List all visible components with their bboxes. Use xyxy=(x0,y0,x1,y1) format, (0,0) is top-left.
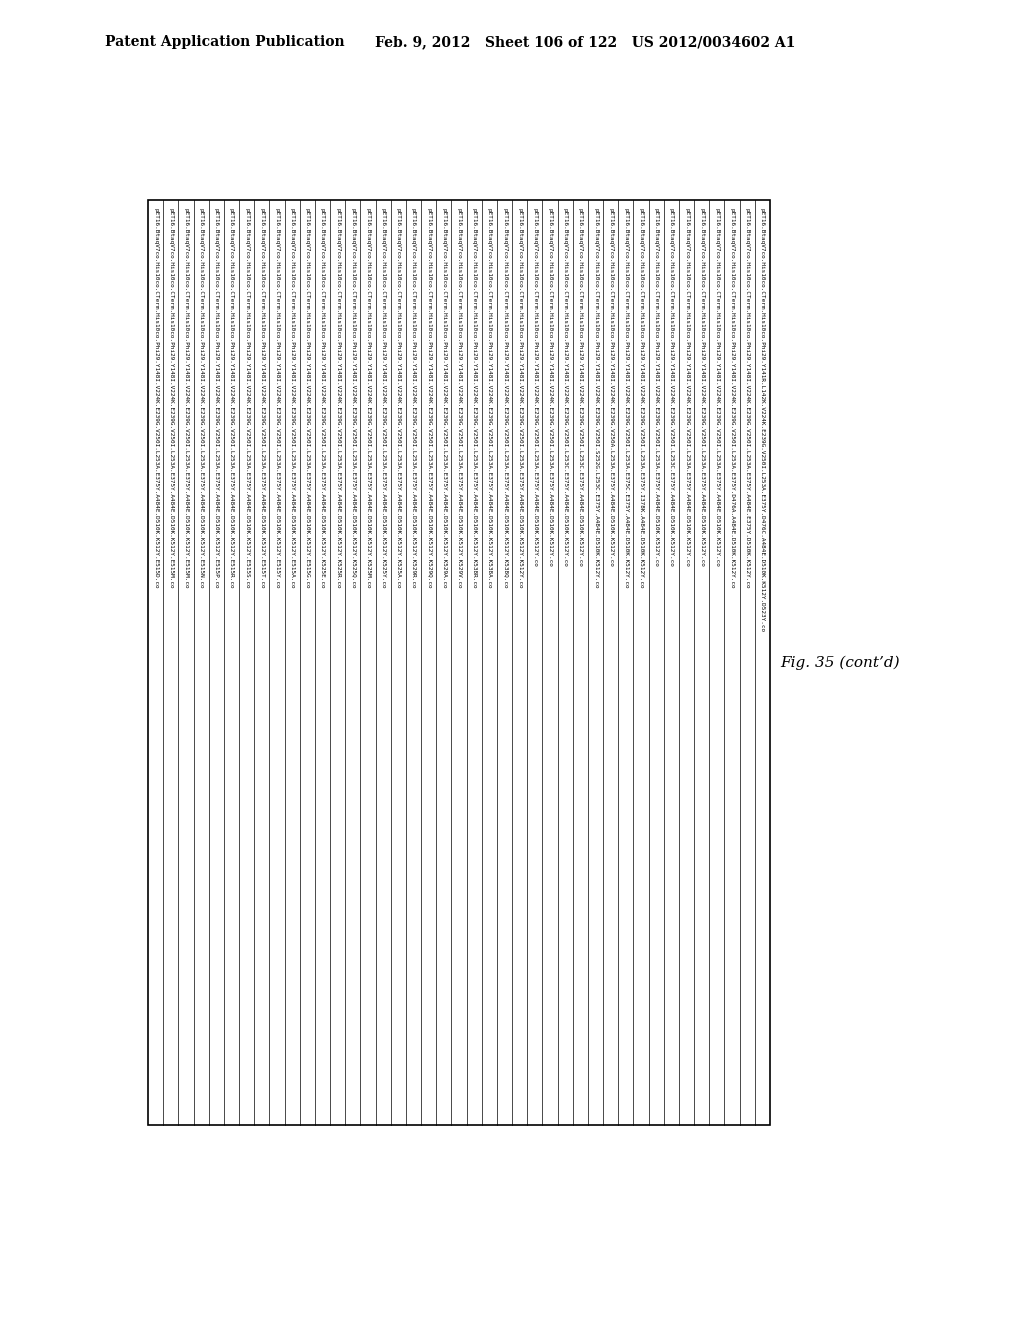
Text: pET16.BtaqV7co.His10co.CTerm.His10co.Phi29.Y148I.V224K.E239G.V250I.L253A.E375Y.A: pET16.BtaqV7co.His10co.CTerm.His10co.Phi… xyxy=(396,209,400,589)
Text: pET16.BtaqV7co.His10co.CTerm.His10co.Phi29.Y148I.V224K.E239G.V250I.L253A.E375Y.A: pET16.BtaqV7co.His10co.CTerm.His10co.Phi… xyxy=(199,209,204,589)
Text: pET16.BtaqV7co.His10co.CTerm.His10co.Phi29.Y148I.V224K.E239G.V250I.S252G.L253C.E: pET16.BtaqV7co.His10co.CTerm.His10co.Phi… xyxy=(593,209,598,589)
Text: pET16.BtaqV7co.His10co.CTerm.His10co.Phi29.Y148I.V224K.E239G.V250I.L253C.E375Y.A: pET16.BtaqV7co.His10co.CTerm.His10co.Phi… xyxy=(669,209,674,566)
Text: pET16.BtaqV7co.His10co.CTerm.His10co.Phi29.Y148I.V224K.E239G.V250I.L253A.E375Y.A: pET16.BtaqV7co.His10co.CTerm.His10co.Phi… xyxy=(426,209,431,589)
Text: pET16.BtaqV7co.His10co.CTerm.His10co.Phi29.Y148I.V224K.E239G.V250I.L253A.E375Y.A: pET16.BtaqV7co.His10co.CTerm.His10co.Phi… xyxy=(472,209,476,589)
Text: pET16.BtaqV7co.His10co.CTerm.His10co.Phi29.Y148I.V224K.E239G.V250I.L253A.E375Y.A: pET16.BtaqV7co.His10co.CTerm.His10co.Phi… xyxy=(441,209,446,589)
Text: pET16.BtaqV7co.His10co.CTerm.His10co.Phi29.Y148I.V224K.E239G.V250I.L253A.E375Y.A: pET16.BtaqV7co.His10co.CTerm.His10co.Phi… xyxy=(381,209,386,589)
Text: pET16.BtaqV7co.His10co.CTerm.His10co.Phi29.Y148I.V224K.E239G.V250I.L253A.E375Y.A: pET16.BtaqV7co.His10co.CTerm.His10co.Phi… xyxy=(502,209,507,589)
Text: pET16.BtaqV7co.His10co.CTerm.His10co.Phi29.Y148I.V224K.E239G.V250I.L253A.E375Y.A: pET16.BtaqV7co.His10co.CTerm.His10co.Phi… xyxy=(244,209,249,589)
Text: pET16.BtaqV7co.His10co.CTerm.His10co.Phi29.Y148I.V224K.E239G.V250I.L253A.E375Y.D: pET16.BtaqV7co.His10co.CTerm.His10co.Phi… xyxy=(729,209,734,589)
Text: pET16.BtaqV7co.His10co.CTerm.His10co.Phi29.Y148I.V224K.E239G.V250I.L253A.E375Y.A: pET16.BtaqV7co.His10co.CTerm.His10co.Phi… xyxy=(486,209,492,589)
Text: pET16.BtaqV7co.His10co.CTerm.His10co.Phi29.Y148I.V224K.E239G.V250I.L253A.E375Y.A: pET16.BtaqV7co.His10co.CTerm.His10co.Phi… xyxy=(229,209,233,589)
Text: pET16.BtaqV7co.His10co.CTerm.His10co.Phi29.Y148I.V224K.E239G.V250I.L253A.E375Y.A: pET16.BtaqV7co.His10co.CTerm.His10co.Phi… xyxy=(684,209,689,566)
Text: pET16.BtaqV7co.His10co.CTerm.His10co.Phi29.Y148I.V224K.E239G.V250I.L253A.E375Y.A: pET16.BtaqV7co.His10co.CTerm.His10co.Phi… xyxy=(335,209,340,589)
Text: pET16.BtaqV7co.His10co.CTerm.His10co.Phi29.Y148I.V224K.E239G.V250I.L253A.E375Y.A: pET16.BtaqV7co.His10co.CTerm.His10co.Phi… xyxy=(305,209,310,589)
Text: pET16.BtaqV7co.His10co.CTerm.His10co.Phi29.Y148I.V224K.E239G.V250I.L253A.E375Y.A: pET16.BtaqV7co.His10co.CTerm.His10co.Phi… xyxy=(290,209,295,589)
Text: pET16.BtaqV7co.His10co.CTerm.His10co.Phi29.Y148I.V224K.E239G.V250I.L253A.E375Y.A: pET16.BtaqV7co.His10co.CTerm.His10co.Phi… xyxy=(153,209,158,589)
Text: pET16.BtaqV7co.His10co.CTerm.His10co.Phi29.Y148I.V224K.E239G.V250I.L253A.E375Y.A: pET16.BtaqV7co.His10co.CTerm.His10co.Phi… xyxy=(457,209,462,589)
Text: pET16.BtaqV7co.His10co.CTerm.His10co.Phi29.Y148I.V224K.E239G.V250I.L253A.E375Y.A: pET16.BtaqV7co.His10co.CTerm.His10co.Phi… xyxy=(274,209,280,589)
Text: pET16.BtaqV7co.His10co.CTerm.His10co.Phi29.Y141R.L142K.V224K.E239G.V250I.L253A.E: pET16.BtaqV7co.His10co.CTerm.His10co.Phi… xyxy=(760,209,765,632)
Text: Patent Application Publication: Patent Application Publication xyxy=(105,36,345,49)
Text: Fig. 35 (cont’d): Fig. 35 (cont’d) xyxy=(780,655,900,669)
Text: pET16.BtaqV7co.His10co.CTerm.His10co.Phi29.Y148I.V224K.E239G.V250I.L253A.E375Y.A: pET16.BtaqV7co.His10co.CTerm.His10co.Phi… xyxy=(350,209,355,589)
Text: pET16.BtaqV7co.His10co.CTerm.His10co.Phi29.Y148I.V224K.E239G.V250I.L253A.E375C.E: pET16.BtaqV7co.His10co.CTerm.His10co.Phi… xyxy=(624,209,629,589)
Text: pET16.BtaqV7co.His10co.CTerm.His10co.Phi29.Y148I.V224K.E239G.V250I.L253A.E375Y.A: pET16.BtaqV7co.His10co.CTerm.His10co.Phi… xyxy=(183,209,188,589)
Text: pET16.BtaqV7co.His10co.CTerm.His10co.Phi29.Y148I.V224K.E239G.V250I.L253A.E375Y.A: pET16.BtaqV7co.His10co.CTerm.His10co.Phi… xyxy=(699,209,705,566)
Text: pET16.BtaqV7co.His10co.CTerm.His10co.Phi29.Y148I.V224K.E239G.V250I.L253A.E375Y.A: pET16.BtaqV7co.His10co.CTerm.His10co.Phi… xyxy=(214,209,219,589)
Text: pET16.BtaqV7co.His10co.CTerm.His10co.Phi29.Y148I.V224K.E239G.V250I.L253A.E375Y.I: pET16.BtaqV7co.His10co.CTerm.His10co.Phi… xyxy=(639,209,643,589)
Text: pET16.BtaqV7co.His10co.CTerm.His10co.Phi29.Y148I.V224K.E239G.V250I.L253A.E375Y.A: pET16.BtaqV7co.His10co.CTerm.His10co.Phi… xyxy=(319,209,325,589)
Text: pET16.BtaqV7co.His10co.CTerm.His10co.Phi29.Y148I.V224K.E239G.V250I.L253A.E375Y.A: pET16.BtaqV7co.His10co.CTerm.His10co.Phi… xyxy=(168,209,173,589)
Text: pET16.BtaqV7co.His10co.CTerm.His10co.Phi29.Y148I.V224K.E239G.V250I.L253A.E375Y.A: pET16.BtaqV7co.His10co.CTerm.His10co.Phi… xyxy=(517,209,522,589)
Text: pET16.BtaqV7co.His10co.CTerm.His10co.Phi29.Y148I.V224K.E239G.V250I.L253C.E375Y.A: pET16.BtaqV7co.His10co.CTerm.His10co.Phi… xyxy=(578,209,583,566)
Text: pET16.BtaqV7co.His10co.CTerm.His10co.Phi29.Y148I.V224K.E239G.V250I.L253C.E375Y.A: pET16.BtaqV7co.His10co.CTerm.His10co.Phi… xyxy=(563,209,567,566)
Text: pET16.BtaqV7co.His10co.CTerm.His10co.Phi29.Y148I.V224K.E239G.V250I.L253A.E375Y.A: pET16.BtaqV7co.His10co.CTerm.His10co.Phi… xyxy=(366,209,371,589)
Text: Feb. 9, 2012   Sheet 106 of 122   US 2012/0034602 A1: Feb. 9, 2012 Sheet 106 of 122 US 2012/00… xyxy=(375,36,796,49)
Text: pET16.BtaqV7co.His10co.CTerm.His10co.Phi29.Y148I.V224K.E239G.V250I.L253A.E375Y.A: pET16.BtaqV7co.His10co.CTerm.His10co.Phi… xyxy=(744,209,750,589)
Text: pET16.BtaqV7co.His10co.CTerm.His10co.Phi29.Y148I.V224K.E239G.V250A.L253A.E375Y.A: pET16.BtaqV7co.His10co.CTerm.His10co.Phi… xyxy=(608,209,613,566)
Bar xyxy=(148,201,770,1125)
Text: pET16.BtaqV7co.His10co.CTerm.His10co.Phi29.Y148I.V224K.E239G.V250I.L253A.E375Y.A: pET16.BtaqV7co.His10co.CTerm.His10co.Phi… xyxy=(411,209,416,589)
Text: pET16.BtaqV7co.His10co.CTerm.His10co.Phi29.Y148I.V224K.E239G.V250I.L253A.E375Y.A: pET16.BtaqV7co.His10co.CTerm.His10co.Phi… xyxy=(548,209,553,566)
Text: pET16.BtaqV7co.His10co.CTerm.His10co.Phi29.Y148I.V224K.E239G.V250I.L253A.E375Y.A: pET16.BtaqV7co.His10co.CTerm.His10co.Phi… xyxy=(259,209,264,589)
Text: pET16.BtaqV7co.His10co.CTerm.His10co.Phi29.Y148I.V224K.E239G.V250I.L253A.E375Y.A: pET16.BtaqV7co.His10co.CTerm.His10co.Phi… xyxy=(532,209,538,566)
Text: pET16.BtaqV7co.His10co.CTerm.His10co.Phi29.Y148I.V224K.E239G.V250I.L253A.E375Y.A: pET16.BtaqV7co.His10co.CTerm.His10co.Phi… xyxy=(715,209,720,566)
Text: pET16.BtaqV7co.His10co.CTerm.His10co.Phi29.Y148I.V224K.E239G.V250I.L253A.E375Y.A: pET16.BtaqV7co.His10co.CTerm.His10co.Phi… xyxy=(653,209,658,566)
